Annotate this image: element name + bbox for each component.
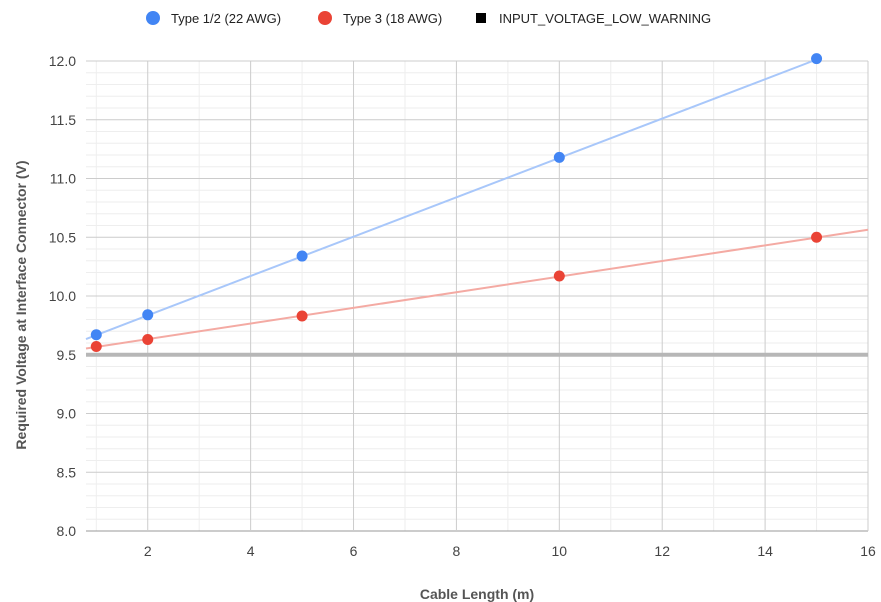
data-points [90, 53, 823, 353]
legend-label-2: Type 3 (18 AWG) [343, 11, 442, 26]
x-tick-label: 6 [350, 543, 358, 559]
x-tick-label: 4 [247, 543, 255, 559]
legend-marker-1 [146, 11, 160, 25]
y-tick-label: 9.0 [57, 406, 77, 422]
trendline-1 [85, 60, 814, 340]
data-point-s1 [296, 250, 308, 262]
data-point-s1 [811, 53, 823, 65]
y-tick-label: 9.5 [57, 347, 77, 363]
legend-label-3: INPUT_VOLTAGE_LOW_WARNING [499, 11, 711, 26]
data-point-s2 [90, 341, 102, 353]
x-tick-label: 2 [144, 543, 152, 559]
x-tick-label: 10 [552, 543, 568, 559]
trendline-2 [85, 228, 869, 350]
trendlines [85, 60, 869, 350]
y-tick-label: 12.0 [49, 53, 76, 69]
x-tick-label: 14 [757, 543, 773, 559]
y-tick-label: 11.0 [50, 171, 76, 187]
y-tick-label: 8.0 [57, 523, 77, 539]
y-tick-label: 10.5 [49, 229, 76, 245]
y-tick-label: 10.0 [49, 288, 76, 304]
x-tick-label: 12 [654, 543, 670, 559]
data-point-s1 [90, 329, 102, 341]
data-point-s2 [553, 270, 565, 282]
minor-gridlines [86, 61, 868, 531]
y-tick-label: 8.5 [57, 464, 77, 480]
y-axis-title: Required Voltage at Interface Connector … [13, 160, 29, 449]
legend-label-1: Type 1/2 (22 AWG) [171, 11, 281, 26]
x-tick-label: 8 [453, 543, 461, 559]
data-point-s2 [811, 231, 823, 243]
legend: Type 1/2 (22 AWG) Type 3 (18 AWG) INPUT_VO… [146, 11, 711, 26]
x-axis-title: Cable Length (m) [420, 586, 534, 602]
y-axis-tick-labels: 8.0 8.5 9.0 9.5 10.0 10.5 11.0 11.5 12.0 [49, 53, 76, 539]
x-tick-label: 16 [860, 543, 876, 559]
x-axis-tick-labels: 2 4 6 8 10 12 14 16 [144, 543, 876, 559]
data-point-s1 [553, 151, 565, 163]
legend-marker-2 [318, 11, 332, 25]
data-point-s2 [142, 333, 154, 345]
major-gridlines [86, 60, 869, 532]
data-point-s2 [296, 310, 308, 322]
y-tick-label: 11.5 [50, 112, 76, 128]
data-point-s1 [142, 309, 154, 321]
legend-marker-3 [476, 13, 486, 23]
